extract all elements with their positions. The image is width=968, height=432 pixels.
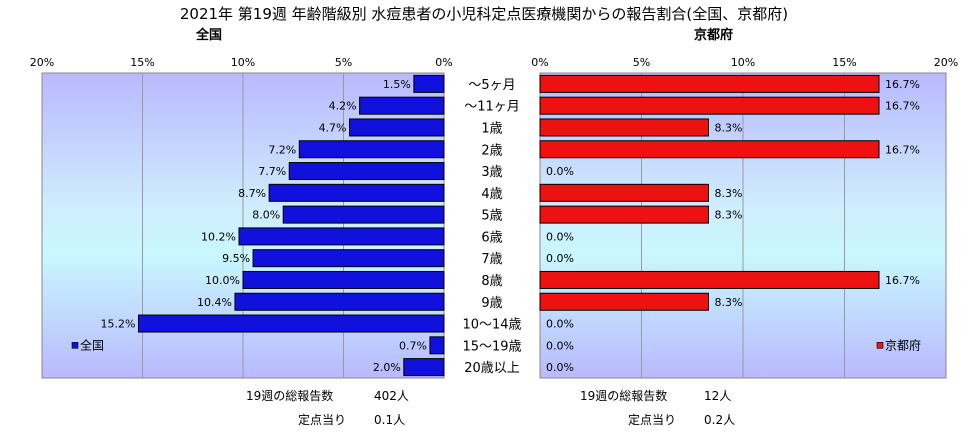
- age-category-label: ～5ヶ月: [468, 78, 515, 93]
- kyoto-data-label: 8.3%: [714, 187, 742, 200]
- kyoto-data-label: 8.3%: [714, 209, 742, 222]
- national-bar: [268, 183, 445, 202]
- chart-title: 2021年 第19週 年齢階級別 水痘患者の小児科定点医療機関からの報告割合(全…: [179, 5, 789, 23]
- kyoto-data-label: 8.3%: [714, 296, 742, 309]
- age-category-label: 1歳: [481, 121, 502, 136]
- national-data-label: 15.2%: [101, 318, 136, 331]
- national-bar: [298, 140, 445, 159]
- kyoto-data-label: 8.3%: [714, 121, 742, 134]
- kyoto-bar: [539, 118, 709, 137]
- age-category-label: 9歳: [481, 296, 502, 311]
- national-data-label: 2.0%: [373, 361, 401, 374]
- kyoto-data-label: 0.0%: [546, 361, 574, 374]
- age-category-label: 20歳以上: [464, 361, 520, 376]
- kyoto-data-label: 16.7%: [885, 143, 920, 156]
- kyoto-data-label: 0.0%: [546, 230, 574, 243]
- national-bar: [252, 249, 445, 268]
- kyoto-bar: [539, 96, 880, 115]
- national-x-tick-label: 15%: [130, 56, 154, 69]
- national-legend-swatch: [71, 342, 79, 349]
- age-category-label: 8歳: [481, 274, 502, 289]
- kyoto-data-label: 16.7%: [885, 78, 920, 91]
- kyoto-data-label: 0.0%: [546, 165, 574, 178]
- national-data-label: 10.0%: [205, 274, 240, 287]
- kyoto-x-tick-label: 20%: [934, 56, 958, 69]
- national-bar: [288, 162, 445, 181]
- national-data-label: 1.5%: [383, 78, 411, 91]
- national-x-tick-label: 10%: [231, 56, 255, 69]
- kyoto-data-label: 0.0%: [546, 339, 574, 352]
- national-legend-label: 全国: [80, 337, 104, 352]
- kyoto-x-tick-label: 15%: [832, 56, 856, 69]
- national-per-value: 0.1人: [374, 413, 406, 427]
- kyoto-bar: [539, 270, 880, 289]
- national-bar: [282, 205, 445, 224]
- kyoto-total-value: 12人: [704, 389, 732, 403]
- kyoto-data-label: 16.7%: [885, 274, 920, 287]
- kyoto-legend-label: 京都府: [885, 337, 921, 352]
- national-bar: [137, 314, 445, 333]
- age-category-label: 10～14歳: [462, 318, 521, 333]
- kyoto-per-label: 定点当り: [628, 413, 677, 427]
- national-data-label: 7.2%: [268, 143, 296, 156]
- national-data-label: 10.4%: [197, 296, 232, 309]
- national-data-label: 4.2%: [329, 100, 357, 113]
- national-bar: [359, 96, 445, 115]
- kyoto-x-tick-label: 10%: [731, 56, 755, 69]
- national-bar: [238, 227, 445, 246]
- age-category-label: 15～19歳: [462, 339, 521, 354]
- national-bar: [242, 270, 445, 289]
- age-category-label: 6歳: [481, 230, 502, 245]
- kyoto-bar: [539, 140, 880, 159]
- national-subtitle: 全国: [196, 28, 223, 43]
- kyoto-data-label: 0.0%: [546, 318, 574, 331]
- kyoto-x-tick-label: 5%: [633, 56, 650, 69]
- national-total-value: 402人: [374, 389, 409, 403]
- age-category-label: 3歳: [481, 165, 502, 180]
- kyoto-total-label: 19週の総報告数: [580, 389, 668, 403]
- age-category-label: ～11ヶ月: [464, 100, 520, 115]
- kyoto-data-label: 0.0%: [546, 252, 574, 265]
- national-bar: [349, 118, 445, 137]
- national-data-label: 0.7%: [399, 339, 427, 352]
- national-data-label: 9.5%: [222, 252, 250, 265]
- kyoto-bar: [539, 183, 709, 202]
- national-data-label: 7.7%: [258, 165, 286, 178]
- national-bar: [234, 292, 445, 311]
- kyoto-bar: [539, 74, 880, 93]
- national-data-label: 4.7%: [319, 121, 347, 134]
- national-data-label: 8.0%: [252, 209, 280, 222]
- age-category-label: 2歳: [481, 143, 502, 158]
- national-x-tick-label: 0%: [435, 56, 452, 69]
- national-data-label: 10.2%: [201, 230, 236, 243]
- age-category-label: 7歳: [481, 252, 502, 267]
- national-data-label: 8.7%: [238, 187, 266, 200]
- age-category-label: 4歳: [481, 187, 502, 202]
- kyoto-data-label: 16.7%: [885, 100, 920, 113]
- national-x-tick-label: 20%: [30, 56, 54, 69]
- kyoto-x-tick-label: 0%: [531, 56, 548, 69]
- national-x-tick-label: 5%: [335, 56, 352, 69]
- national-bar: [413, 74, 445, 93]
- kyoto-legend-swatch: [876, 342, 884, 349]
- kyoto-bar: [539, 292, 709, 311]
- national-bar: [403, 358, 445, 377]
- kyoto-per-value: 0.2人: [704, 413, 736, 427]
- national-total-label: 19週の総報告数: [246, 389, 334, 403]
- kyoto-bar: [539, 205, 709, 224]
- national-bar: [429, 336, 445, 355]
- age-category-label: 5歳: [481, 209, 502, 224]
- national-per-label: 定点当り: [298, 413, 347, 427]
- kyoto-subtitle: 京都府: [694, 28, 734, 43]
